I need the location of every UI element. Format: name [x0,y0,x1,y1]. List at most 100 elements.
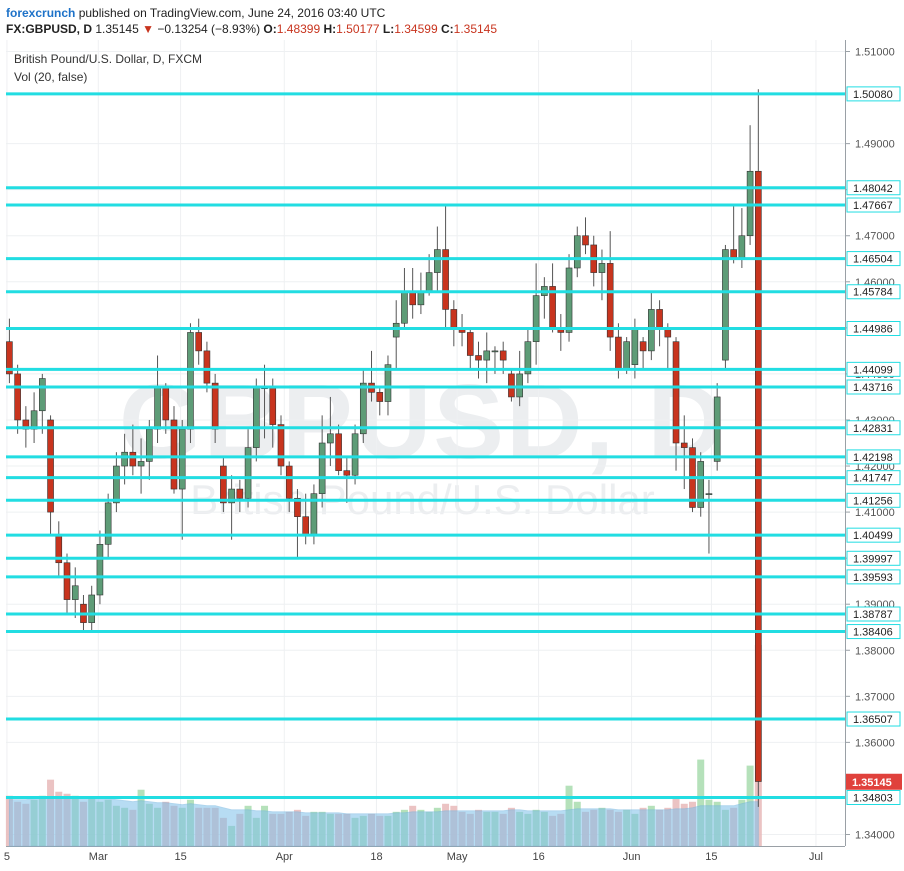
publish-info: published on TradingView.com, June 24, 2… [78,6,386,20]
level-tag [846,550,901,566]
y-tick-label: 1.36000 [855,737,895,749]
candle-body [63,562,71,600]
candle-body [178,428,186,490]
change-label: −0.13254 (−8.93%) [157,22,261,36]
x-tick-label: Jul [809,851,823,863]
candle-body [318,442,326,494]
level-label: 1.44986 [853,324,893,336]
candle-body [639,341,647,352]
candle-body [88,594,95,623]
volume-ma-area [8,796,759,847]
last-price-tag [846,773,902,790]
candle-body [425,272,433,292]
x-tick-label: 16 [532,851,544,863]
level-label: 1.38406 [853,627,893,639]
volume-legend[interactable]: Vol (20, false) [14,70,88,84]
candle-body [656,309,663,329]
candle-body [524,341,532,375]
level-tag [846,449,901,465]
close-value: 1.35145 [453,22,498,36]
level-tag [846,321,901,337]
candle-body [113,465,120,504]
candle-body [392,322,400,338]
level-tag [846,180,901,196]
candle-body [483,350,491,361]
level-label: 1.47667 [853,200,893,212]
y-tick-label: 1.49000 [855,139,895,151]
candle-body [47,419,54,513]
candle-body [738,235,746,260]
level-tag [846,197,901,213]
x-tick-label: 18 [370,851,382,863]
level-label: 1.38787 [853,609,893,621]
candle-body [359,382,367,435]
down-arrow-icon: ▼ [142,22,154,36]
low-value: 1.34599 [394,22,438,36]
candle-body [491,350,499,353]
candle-body [302,516,309,536]
level-tag [846,790,901,806]
level-label: 1.50080 [853,89,893,101]
x-tick-label: Apr [276,851,293,863]
watermark-symbol: GBPUSD, D [119,363,726,481]
x-tick-label: Mar [89,851,108,863]
candle-body [96,544,104,596]
level-tag [846,492,901,508]
ohlc-line: FX:GBPUSD, D 1.35145 ▼ −0.13254 (−8.93%)… [6,22,497,36]
level-tag [846,606,901,622]
candle-body [294,497,301,517]
x-tick-label: 5 [4,851,10,863]
y-tick-label: 1.38000 [855,645,895,657]
candle-body [615,336,622,370]
candle-body [220,465,227,504]
level-tag [846,527,901,543]
candle-body [442,249,449,310]
candle-body [598,263,606,273]
candle-body [565,267,573,333]
candle-body [705,493,713,495]
candle-body [228,488,235,504]
level-tag [846,420,901,436]
candle-body [236,488,244,499]
candle-body [680,442,688,448]
y-tick-label: 1.41000 [855,507,895,519]
y-tick-label: 1.37000 [855,691,895,703]
level-label: 1.43716 [853,382,893,394]
candle-body [623,341,630,370]
level-tag [846,284,901,300]
x-tick-label: 15 [174,851,186,863]
candle-body [351,433,359,476]
level-tag [846,251,901,267]
candle-body [327,433,334,444]
publisher-name[interactable]: forexcrunch [6,6,76,20]
level-tag [846,624,901,640]
candle-body [466,332,474,356]
level-tag [846,569,901,585]
candle-body [376,392,384,402]
candle-body [648,309,655,352]
high-value: 1.50177 [336,22,380,36]
candle-body [532,295,540,342]
candle-body [121,451,128,467]
level-label: 1.42198 [853,452,893,464]
candle-body [269,387,277,425]
level-label: 1.39593 [853,572,893,584]
candle-body [104,502,112,545]
level-label: 1.46504 [853,254,893,266]
candle-body [697,461,705,508]
candle-body [582,235,589,246]
y-tick-label: 1.47000 [855,231,895,243]
series-legend[interactable]: British Pound/U.S. Dollar, D, FXCM [14,52,203,66]
level-tag [846,470,901,486]
level-label: 1.48042 [853,183,893,195]
level-label: 1.34803 [853,793,893,805]
x-tick-label: May [447,851,468,863]
level-label: 1.41747 [853,473,893,485]
candle-body [71,585,79,600]
y-tick-label: 1.51000 [855,47,895,59]
candle-body [401,290,408,324]
level-tag [846,379,901,395]
candle-body [6,341,13,375]
